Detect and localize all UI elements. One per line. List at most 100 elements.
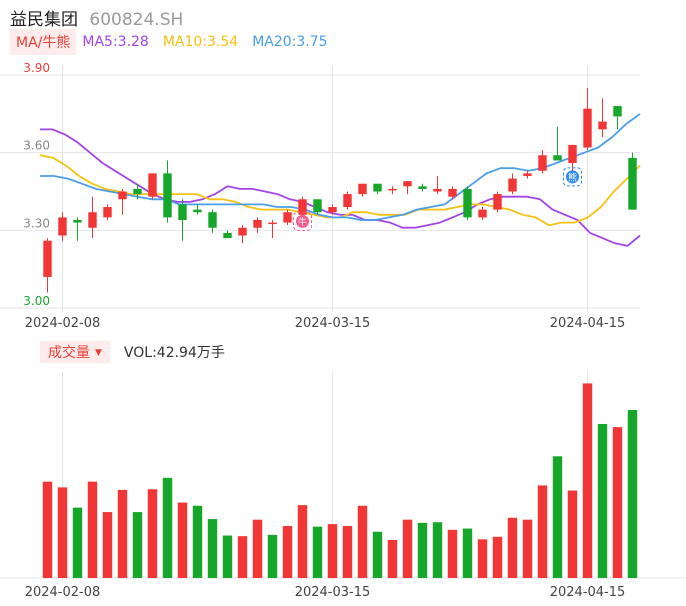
candle-body [628, 157, 637, 210]
volume-bar [372, 531, 383, 578]
volume-bar [297, 505, 308, 578]
candle-body [478, 209, 487, 218]
volume-bar [567, 490, 578, 578]
candle-body [343, 194, 352, 208]
ma20-line [40, 113, 641, 221]
bear-marker-icon: 熊 [563, 167, 582, 187]
volume-bar [207, 519, 218, 578]
candle-body [313, 199, 322, 213]
candle-body [58, 217, 67, 236]
volume-bar [192, 505, 203, 578]
volume-value: VOL:42.94万手 [123, 345, 225, 361]
candle-body [178, 204, 187, 220]
y-tick-label: 3.00 [23, 294, 50, 308]
volume-bar [552, 456, 563, 578]
volume-bar [162, 477, 173, 578]
volume-mode-label: 成交量 [48, 345, 90, 361]
volume-bar [417, 522, 428, 578]
candle-body [208, 212, 217, 228]
volume-bar [582, 383, 593, 578]
volume-bar [432, 522, 443, 578]
marker-frame [563, 167, 582, 187]
candle-body [358, 183, 367, 195]
volume-bar [147, 489, 158, 578]
volume-bar [387, 539, 398, 578]
candle-body [568, 144, 577, 164]
volume-bar [402, 519, 413, 578]
candle-body [613, 106, 622, 117]
candle-body [283, 212, 292, 223]
candle-body [103, 207, 112, 218]
marker-label: 熊 [568, 171, 577, 183]
candle-body [223, 232, 232, 239]
ma-legend: MA/牛熊 MA5:3.28 MA10:3.54 MA20:3.75 [10, 29, 342, 55]
candle-body [373, 183, 382, 192]
volume-bar [612, 427, 623, 578]
candle-body [328, 207, 337, 213]
x-tick-label: 2024-02-08 [25, 585, 101, 600]
candles [43, 87, 637, 293]
candle-body [463, 188, 472, 218]
volume-bar [492, 536, 503, 578]
candle-body [238, 227, 247, 236]
volume-bar [327, 524, 338, 578]
signal-markers: 牛熊 [293, 167, 582, 231]
ma10-legend: MA10:3.54 [162, 34, 239, 50]
volume-bar [342, 526, 353, 578]
volume-bar [282, 526, 293, 578]
candle-body [493, 194, 502, 210]
candle-body [43, 240, 52, 277]
x-tick-label: 2024-04-15 [550, 316, 626, 331]
candle-body [418, 186, 427, 189]
volume-bar [117, 489, 128, 578]
candle-body [88, 212, 97, 228]
volume-legend: 成交量 ▼ VOL:42.94万手 [40, 341, 225, 363]
ma5-legend: MA5:3.28 [82, 34, 149, 50]
volume-bar [507, 517, 518, 578]
volume-bar [72, 507, 83, 578]
volume-bar [222, 535, 233, 578]
stock-code: 600824.SH [89, 10, 184, 30]
candle-body [433, 188, 442, 192]
stock-header: 益民集团 600824.SH [10, 5, 183, 30]
axis-labels: 3.00 3.30 3.60 3.90 2024-02-08 2024-02-08 2024… [23, 61, 625, 600]
marker-label: 牛 [298, 216, 307, 228]
volume-bar [522, 519, 533, 578]
ma-mode-selector[interactable]: MA/牛熊 [10, 29, 77, 55]
volume-bar [102, 512, 113, 578]
volume-mode-selector[interactable]: 成交量 ▼ [40, 341, 110, 363]
volume-bar [267, 534, 278, 578]
volume-bar [132, 512, 143, 578]
volume-bar [597, 423, 608, 578]
y-tick-label: 3.30 [23, 216, 50, 230]
x-tick-label: 2024-04-15 [550, 585, 626, 600]
candle-body [553, 155, 562, 161]
volume-bar [537, 485, 548, 578]
candle-body [163, 173, 172, 218]
candle-body [73, 219, 82, 223]
candle-body [193, 209, 202, 213]
volume-bar [477, 539, 488, 578]
y-tick-label: 3.90 [23, 61, 50, 75]
volume-bar [357, 505, 368, 578]
caret-down-icon: ▼ [95, 348, 102, 358]
y-tick-label: 3.60 [23, 139, 50, 153]
candle-body [388, 188, 397, 191]
candle-body [523, 173, 532, 176]
volume-bar [237, 536, 248, 578]
bull-marker-icon: 牛 [293, 211, 312, 231]
stock-name: 益民集团 [10, 10, 78, 30]
candle-body [538, 155, 547, 171]
volume-bar [57, 487, 68, 578]
marker-dot [566, 170, 579, 184]
volume-bar [462, 528, 473, 578]
volume-bar [87, 481, 98, 578]
moving-average-lines [39, 113, 641, 247]
volume-bar [312, 526, 323, 578]
volume-bars [42, 383, 638, 578]
marker-dot [296, 214, 309, 228]
ma20-legend: MA20:3.75 [252, 34, 328, 50]
volume-bar [627, 410, 638, 578]
candle-body [598, 121, 607, 130]
